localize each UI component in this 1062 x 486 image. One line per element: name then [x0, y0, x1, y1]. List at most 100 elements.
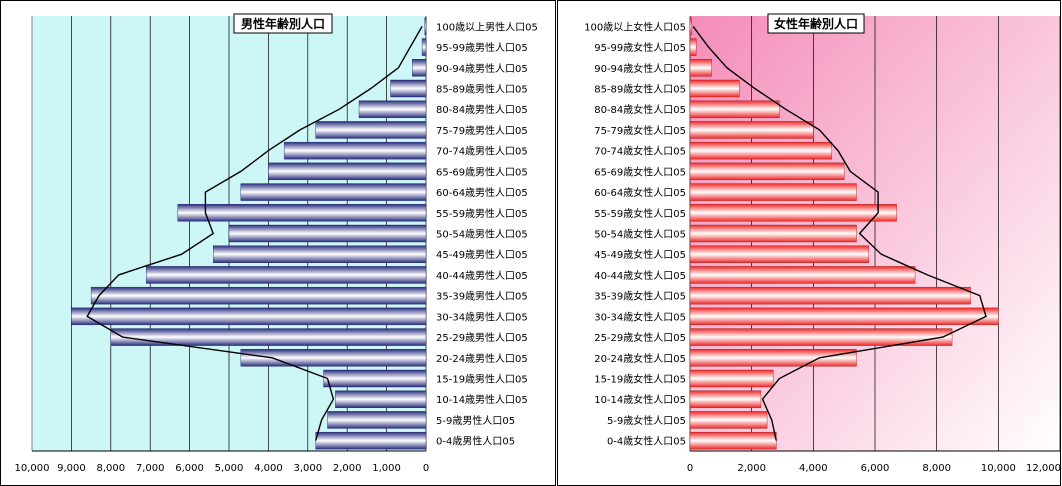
male-bar — [421, 38, 427, 56]
female-category-label: 100歳以上女性人口05 — [584, 20, 686, 33]
male-x-tick-label: 0 — [423, 463, 429, 474]
male-category-label: 5-9歳男性人口05 — [436, 414, 515, 427]
female-x-tick-label: 4,000 — [799, 463, 828, 474]
male-bar — [412, 59, 427, 77]
female-x-tick-label: 12,000 — [1026, 463, 1061, 474]
female-title-box — [767, 13, 865, 34]
female-bar — [689, 286, 971, 305]
male-category-label: 0-4歳男性人口05 — [436, 435, 515, 448]
female-category-label: 10-14歳女性人口05 — [594, 393, 686, 406]
female-bar — [689, 59, 712, 77]
male-category-label: 45-49歳男性人口05 — [436, 248, 528, 261]
male-bar — [358, 100, 427, 118]
male-x-tick-label: 5,000 — [215, 463, 244, 474]
female-bar — [689, 38, 697, 56]
male-x-tick-labels: 10,000 9,000 8,000 7,000 6,000 5,000 4,000 3,00… — [15, 463, 430, 474]
male-title-box — [233, 13, 333, 34]
female-bar — [689, 17, 692, 36]
male-x-tick-label: 2,000 — [333, 463, 362, 474]
female-bar — [689, 224, 857, 243]
female-bars — [689, 17, 999, 450]
female-bar — [689, 79, 740, 98]
male-x-tick-label: 3,000 — [293, 463, 322, 474]
female-category-label: 35-39歳女性人口05 — [594, 290, 686, 303]
male-category-label: 50-54歳男性人口05 — [436, 228, 528, 241]
male-bar — [240, 349, 427, 367]
male-bar — [268, 162, 427, 181]
male-chart-title: 男性年齢別人口 — [241, 16, 325, 31]
male-bar — [213, 245, 427, 263]
female-bar — [689, 100, 780, 118]
male-category-label: 15-19歳男性人口05 — [436, 373, 528, 386]
male-bar — [146, 266, 427, 284]
male-category-label: 30-34歳男性人口05 — [436, 310, 528, 323]
male-bar — [335, 390, 427, 408]
male-category-label: 60-64歳男性人口05 — [436, 186, 528, 199]
female-category-label: 0-4歳女性人口05 — [607, 435, 686, 448]
female-bar — [689, 349, 857, 367]
female-bar — [689, 183, 857, 201]
female-category-label: 75-79歳女性人口05 — [594, 124, 686, 137]
female-line-series — [692, 25, 987, 441]
male-bar — [327, 411, 427, 429]
male-category-label: 70-74歳男性人口05 — [436, 145, 528, 158]
male-category-label: 40-44歳男性人口05 — [436, 269, 528, 282]
female-category-label: 50-54歳女性人口05 — [594, 228, 686, 241]
female-bar — [689, 328, 953, 346]
male-bar — [390, 79, 427, 98]
male-bar — [228, 224, 427, 243]
male-category-label: 20-24歳男性人口05 — [436, 352, 528, 365]
male-x-tick-label: 4,000 — [254, 463, 283, 474]
female-category-label: 65-69歳女性人口05 — [594, 165, 686, 178]
female-population-chart: 0-4歳女性人口05 5-9歳女性人口05 10-14歳女性人口05 15-19歳女性… — [557, 0, 1061, 486]
female-category-label: 5-9歳女性人口05 — [607, 414, 686, 427]
male-category-label: 95-99歳男性人口05 — [436, 41, 528, 54]
male-category-label: 55-59歳男性人口05 — [436, 207, 528, 220]
male-category-label: 80-84歳男性人口05 — [436, 103, 528, 116]
male-bar — [283, 141, 427, 160]
male-line-series — [86, 26, 423, 441]
male-bar — [110, 328, 427, 346]
male-x-tick-label: 8,000 — [96, 463, 125, 474]
female-category-label: 95-99歳女性人口05 — [594, 41, 686, 54]
female-bar — [689, 266, 916, 284]
male-bar — [240, 183, 427, 201]
female-bar — [689, 121, 814, 139]
male-x-tick-label: 6,000 — [175, 463, 204, 474]
male-bar — [315, 121, 427, 139]
female-bar — [689, 431, 777, 450]
female-category-label: 85-89歳女性人口05 — [594, 83, 686, 96]
male-category-label: 100歳以上男性人口05 — [436, 20, 538, 33]
female-x-tick-label: 8,000 — [922, 463, 951, 474]
male-category-label: 35-39歳男性人口05 — [436, 290, 528, 303]
female-bar — [689, 245, 870, 263]
female-x-tick-label: 2,000 — [737, 463, 766, 474]
female-category-labels: 0-4歳女性人口05 5-9歳女性人口05 10-14歳女性人口05 15-19歳女性… — [584, 20, 686, 447]
female-category-label: 15-19歳女性人口05 — [594, 373, 686, 386]
female-category-label: 20-24歳女性人口05 — [594, 352, 686, 365]
male-bar — [315, 431, 427, 450]
male-x-tick-label: 7,000 — [136, 463, 165, 474]
male-category-label: 75-79歳男性人口05 — [436, 124, 528, 137]
female-category-label: 70-74歳女性人口05 — [594, 145, 686, 158]
female-x-tick-labels: 0 2,000 4,000 6,000 8,000 10,000 12,000 — [687, 463, 1061, 474]
male-bar — [424, 17, 427, 36]
male-x-tick-label: 10,000 — [15, 463, 50, 474]
male-bar — [71, 307, 427, 326]
male-x-tick-label: 1,000 — [372, 463, 401, 474]
female-category-label: 40-44歳女性人口05 — [594, 269, 686, 282]
female-category-label: 25-29歳女性人口05 — [594, 331, 686, 344]
male-category-label: 85-89歳男性人口05 — [436, 83, 528, 96]
female-bar — [689, 162, 845, 181]
male-category-label: 90-94歳男性人口05 — [436, 62, 528, 75]
male-bar — [177, 204, 427, 222]
male-x-tick-label: 9,000 — [57, 463, 86, 474]
female-category-label: 30-34歳女性人口05 — [594, 310, 686, 323]
male-category-labels: 0-4歳男性人口05 5-9歳男性人口05 10-14歳男性人口05 15-19歳男性… — [436, 20, 538, 447]
male-bar — [323, 369, 427, 388]
female-bar — [689, 204, 897, 222]
female-x-tick-label: 10,000 — [981, 463, 1016, 474]
male-population-chart: 0-4歳男性人口05 5-9歳男性人口05 10-14歳男性人口05 15-19歳男性… — [0, 0, 556, 486]
female-category-label: 90-94歳女性人口05 — [594, 62, 686, 75]
